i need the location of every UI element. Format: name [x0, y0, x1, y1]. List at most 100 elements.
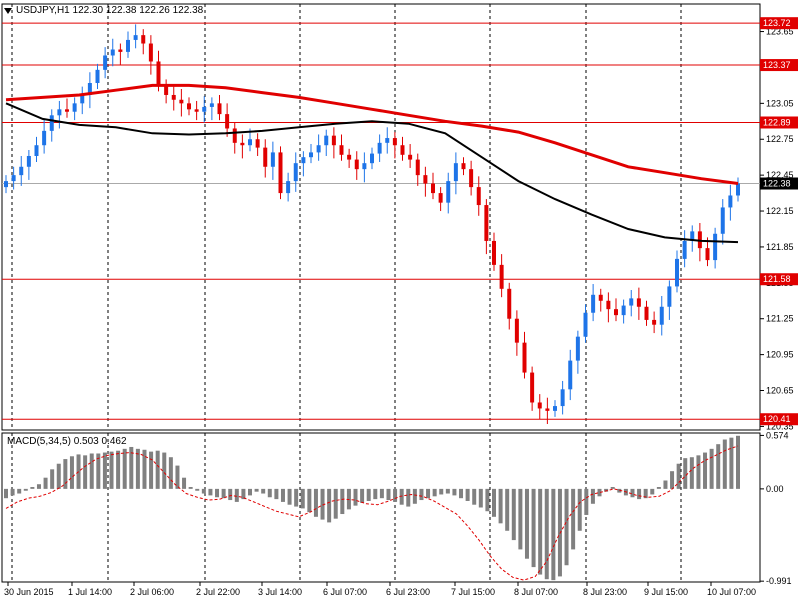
macd-bar	[129, 446, 134, 489]
candle-body	[736, 183, 740, 196]
macd-bar	[36, 484, 41, 489]
macd-bar	[538, 488, 543, 575]
macd-bar	[465, 488, 470, 501]
macd-title: MACD(5,34,5)	[7, 436, 71, 447]
macd-bar	[83, 455, 88, 489]
macd-bar	[590, 488, 595, 504]
candle-body	[492, 240, 496, 265]
macd-bar	[89, 453, 94, 489]
macd-bar	[610, 487, 615, 489]
macd-y-tick-label: 0.574	[766, 430, 789, 440]
candle-body	[621, 305, 626, 316]
level-label-box	[760, 273, 798, 286]
candle-body	[11, 175, 16, 182]
macd-bar	[604, 488, 609, 492]
macd-bar	[505, 488, 510, 531]
macd-bar	[703, 452, 708, 489]
macd-bar	[544, 488, 549, 580]
macd-bar	[412, 488, 417, 504]
macd-bar	[366, 488, 371, 501]
x-tick-label: 7 Jul 15:00	[451, 587, 495, 597]
macd-bar	[722, 439, 727, 489]
candle-body	[606, 300, 611, 310]
current-price-label: 122.38	[763, 179, 791, 189]
macd-bar	[241, 488, 246, 500]
macd-bar	[122, 448, 127, 489]
macd-bar	[23, 488, 28, 491]
macd-bar	[63, 459, 68, 489]
macd-bar	[50, 469, 55, 489]
macd-bar	[4, 488, 8, 499]
macd-bar	[327, 488, 332, 523]
macd-bar	[261, 488, 266, 494]
macd-bar	[419, 488, 424, 501]
candle-body	[690, 231, 695, 241]
candle-body	[522, 342, 527, 373]
macd-bar	[333, 488, 338, 519]
candle-body	[400, 145, 405, 155]
candle-body	[713, 233, 718, 261]
candle-body	[530, 372, 535, 403]
level-label: 120.41	[763, 414, 791, 424]
candle-body	[141, 35, 146, 44]
candle-body	[499, 264, 504, 289]
macd-bar	[716, 444, 721, 489]
candle-body	[65, 109, 69, 112]
candle-body	[354, 159, 359, 170]
macd-bar	[663, 480, 668, 489]
dropdown-triangle-icon[interactable]	[4, 8, 12, 14]
candle-body	[598, 294, 603, 301]
candle-body	[179, 99, 184, 104]
candle-body	[453, 163, 458, 182]
level-label: 123.37	[763, 60, 791, 70]
candle-body	[728, 195, 733, 208]
macd-bar	[69, 456, 74, 489]
candle-body	[26, 155, 31, 167]
candle-body	[675, 258, 679, 287]
candle-body	[286, 181, 291, 194]
candle-body	[4, 181, 8, 188]
macd-bar	[201, 488, 206, 494]
macd-bar	[149, 451, 154, 489]
macd-bar	[313, 488, 318, 517]
macd-bar	[518, 488, 523, 550]
level-label: 123.72	[763, 18, 791, 28]
candle-body	[423, 175, 428, 184]
macd-bar	[478, 488, 483, 508]
macd-bar	[439, 488, 444, 495]
candle-body	[148, 43, 153, 62]
ohlc-values: 122.30 122.38 122.26 122.38	[72, 5, 204, 16]
candle-body	[385, 138, 390, 143]
y-tick-label: 123.05	[766, 98, 794, 108]
candle-body	[103, 55, 108, 70]
macd-bar	[650, 488, 655, 495]
x-tick-label: 10 Jul 07:00	[707, 587, 756, 597]
y-tick-label: 122.45	[766, 170, 794, 180]
macd-bar	[386, 488, 391, 501]
ma-black-line	[5, 102, 739, 244]
macd-bar	[43, 477, 48, 489]
level-label: 121.58	[763, 274, 791, 284]
macd-bar	[696, 455, 701, 489]
candle-body	[316, 145, 321, 153]
macd-bar	[511, 488, 516, 541]
candle-body	[591, 294, 596, 313]
candle-body	[187, 103, 191, 110]
level-label: 122.89	[763, 117, 791, 127]
candle-body	[248, 139, 252, 146]
macd-bar	[676, 463, 681, 489]
candle-body	[217, 103, 222, 115]
candle-body	[80, 94, 85, 104]
x-tick-label: 1 Jul 14:00	[68, 587, 112, 597]
candle-body	[469, 169, 474, 188]
macd-bar	[353, 488, 358, 506]
candle-body	[339, 145, 344, 155]
candle-body	[278, 152, 283, 194]
candle-body	[484, 205, 489, 241]
candle-body	[545, 408, 550, 411]
level-label-box	[760, 116, 798, 129]
macd-bar	[445, 488, 450, 494]
macd-bar	[56, 463, 61, 489]
